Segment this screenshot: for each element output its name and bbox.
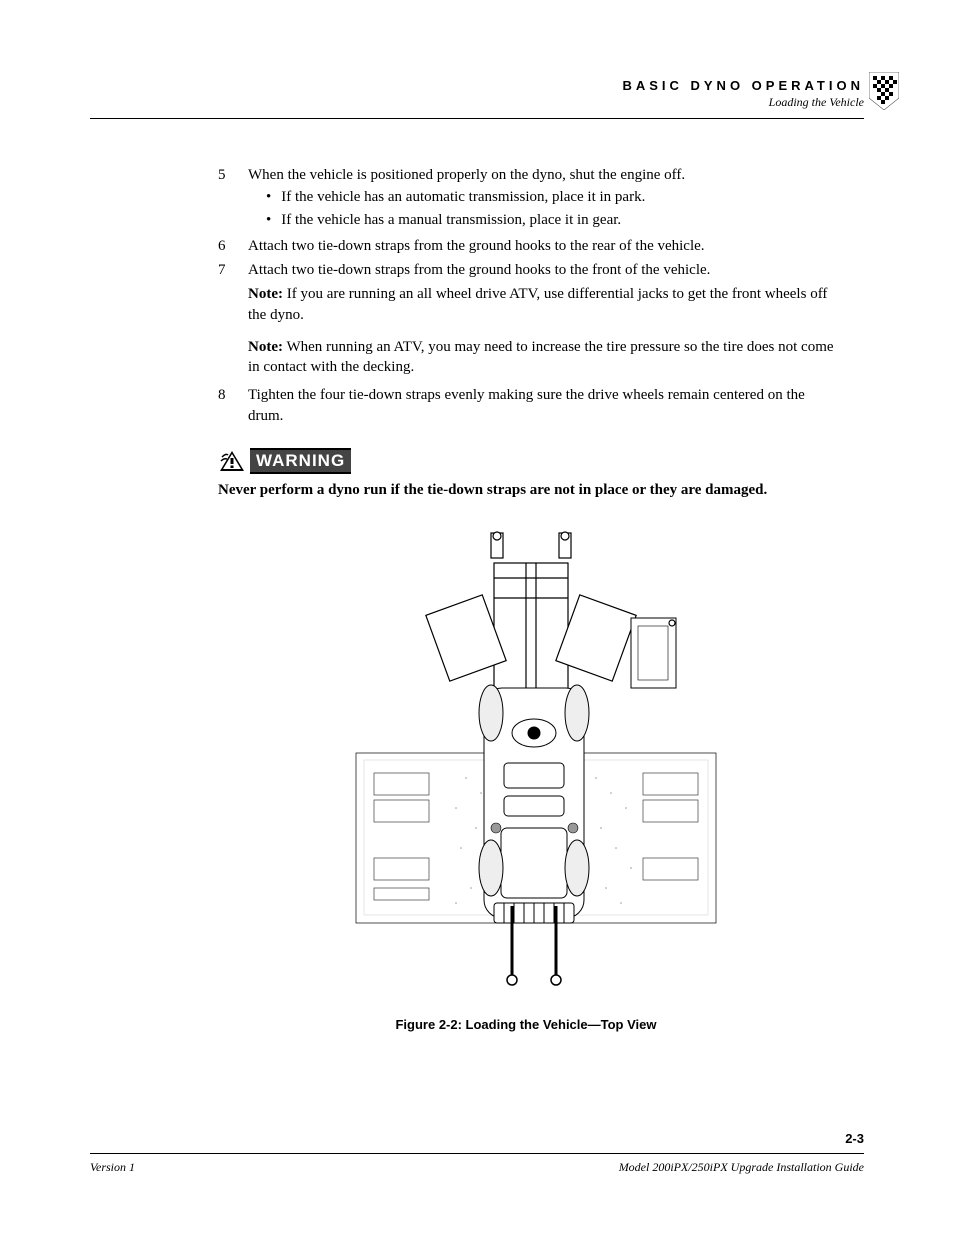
bullet-item: If the vehicle has a manual transmission…	[266, 210, 834, 230]
step-item: 5 When the vehicle is positioned properl…	[218, 165, 834, 232]
page-number: 2-3	[845, 1131, 864, 1146]
figure: Figure 2-2: Loading the Vehicle—Top View	[218, 528, 834, 1032]
step-item: 7 Attach two tie-down straps from the gr…	[218, 260, 834, 377]
step-number: 7	[218, 260, 248, 377]
bullet-item: If the vehicle has an automatic transmis…	[266, 187, 834, 207]
note: Note: If you are running an all wheel dr…	[248, 284, 834, 325]
step-number: 8	[218, 385, 248, 426]
body-content: 5 When the vehicle is positioned properl…	[218, 165, 834, 1032]
step-body: Attach two tie-down straps from the grou…	[248, 260, 834, 377]
warning-triangle-icon	[218, 449, 246, 473]
figure-image	[316, 528, 736, 988]
footer-right: Model 200iPX/250iPX Upgrade Installation…	[619, 1160, 864, 1175]
footer-left: Version 1	[90, 1160, 135, 1175]
note-text: When running an ATV, you may need to inc…	[248, 339, 834, 375]
chapter-title: BASIC DYNO OPERATION	[622, 78, 864, 93]
bullet-list: If the vehicle has an automatic transmis…	[248, 187, 834, 230]
document-page: BASIC DYNO OPERATION Loading the Vehicle…	[0, 0, 954, 1235]
header-flag-icon	[869, 72, 899, 115]
warning-header: WARNING	[218, 448, 351, 474]
note-text: If you are running an all wheel drive AT…	[248, 286, 827, 322]
step-item: 8 Tighten the four tie-down straps evenl…	[218, 385, 834, 426]
step-number: 5	[218, 165, 248, 232]
page-footer: 2-3 Version 1 Model 200iPX/250iPX Upgrad…	[90, 1153, 864, 1175]
step-text: When the vehicle is positioned properly …	[248, 167, 685, 183]
warning-callout: WARNING Never perform a dyno run if the …	[218, 448, 834, 500]
step-text: Attach two tie-down straps from the grou…	[248, 262, 710, 278]
warning-body: Never perform a dyno run if the tie-down…	[218, 480, 834, 500]
step-item: 6 Attach two tie-down straps from the gr…	[218, 236, 834, 256]
section-title: Loading the Vehicle	[622, 95, 864, 110]
warning-label-text: WARNING	[250, 448, 351, 474]
note: Note: When running an ATV, you may need …	[248, 337, 834, 378]
footer-row: Version 1 Model 200iPX/250iPX Upgrade In…	[90, 1160, 864, 1175]
running-header: BASIC DYNO OPERATION Loading the Vehicle	[622, 78, 864, 110]
step-body: When the vehicle is positioned properly …	[248, 165, 834, 232]
header-rule	[90, 118, 864, 119]
note-label: Note:	[248, 286, 283, 302]
step-text: Attach two tie-down straps from the grou…	[248, 236, 834, 256]
step-number: 6	[218, 236, 248, 256]
footer-rule	[90, 1153, 864, 1154]
step-text: Tighten the four tie-down straps evenly …	[248, 385, 834, 426]
note-label: Note:	[248, 339, 283, 355]
figure-caption: Figure 2-2: Loading the Vehicle—Top View	[218, 1017, 834, 1032]
